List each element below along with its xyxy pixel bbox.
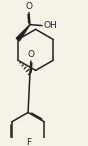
Text: F: F [26,138,31,146]
Polygon shape [16,25,30,41]
Text: O: O [26,2,32,11]
Text: OH: OH [43,21,57,30]
Text: O: O [27,50,34,59]
